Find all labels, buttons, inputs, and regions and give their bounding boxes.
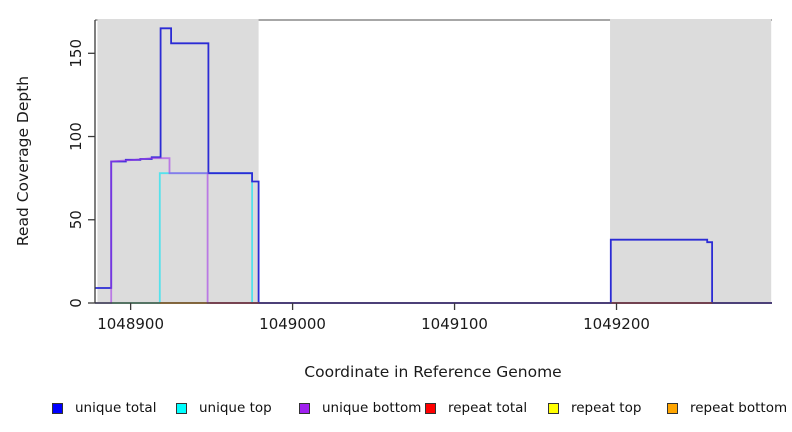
legend-label: unique bottom — [322, 400, 422, 416]
tick-labels-layer: 1048900 1049000 1049100 1049200 0 50 100 150 — [67, 39, 650, 333]
legend-label: unique total — [75, 400, 157, 416]
legend-swatch-unique-top — [176, 402, 187, 414]
repeat-region-shading — [610, 19, 772, 303]
y-axis-title: Read Coverage Depth — [14, 76, 32, 246]
legend-swatch-unique-total — [52, 402, 63, 414]
legend-item: unique bottom — [299, 398, 421, 418]
legend-item: unique total — [52, 398, 156, 418]
legend-label: repeat top — [571, 400, 642, 416]
plot-background-layer — [95, 19, 772, 303]
x-axis-title: Coordinate in Reference Genome — [304, 363, 561, 381]
legend-label: unique top — [199, 400, 272, 416]
x-tick-label: 1049200 — [583, 315, 650, 333]
legend-label: repeat bottom — [690, 400, 788, 416]
legend-item: repeat total — [425, 398, 527, 418]
x-tick-label: 1049000 — [259, 315, 326, 333]
legend-item: repeat bottom — [667, 398, 787, 418]
y-tick-label: 100 — [67, 122, 85, 151]
legend: unique total unique top unique bottom re… — [0, 398, 792, 422]
legend-label: repeat total — [448, 400, 528, 416]
y-tick-label: 0 — [67, 298, 85, 308]
plot-area: 1048900 1049000 1049100 1049200 0 50 100 150 Co… — [14, 19, 772, 381]
x-tick-label: 1049100 — [421, 315, 488, 333]
series-line-unique-bottom — [95, 157, 772, 304]
legend-swatch-unique-bottom — [299, 402, 310, 414]
legend-item: unique top — [176, 398, 272, 418]
y-tick-label: 150 — [67, 39, 85, 68]
legend-swatch-repeat-bottom — [667, 402, 678, 414]
legend-swatch-repeat-total — [425, 402, 436, 414]
legend-item: repeat top — [548, 398, 641, 418]
x-tick-label: 1048900 — [97, 315, 164, 333]
y-tick-label: 50 — [67, 210, 85, 229]
axes-layer — [88, 20, 772, 310]
legend-swatch-repeat-top — [548, 402, 559, 414]
